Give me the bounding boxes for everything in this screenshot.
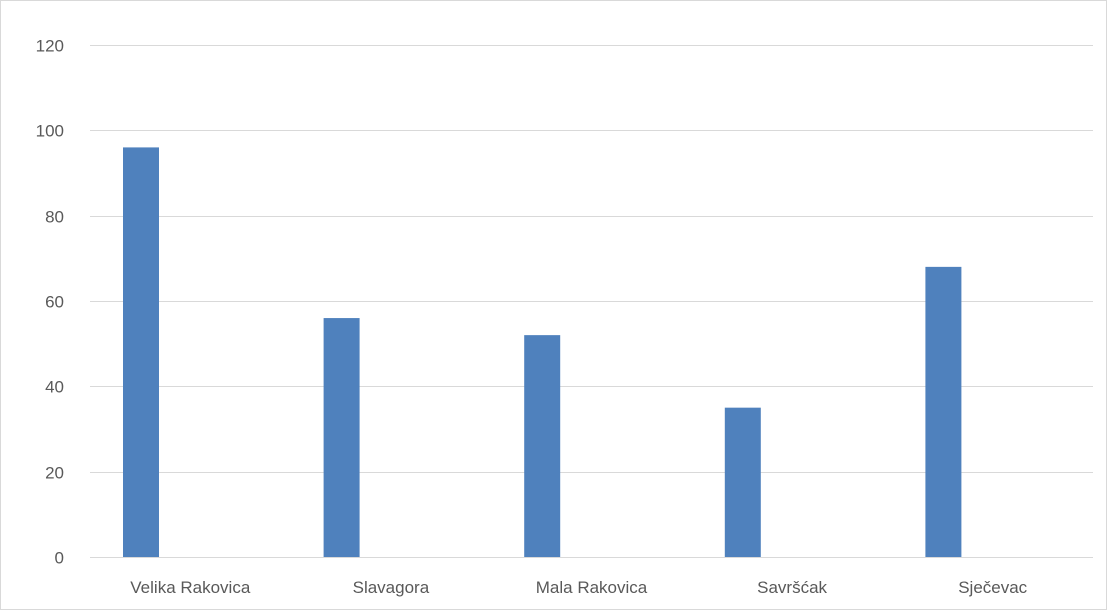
y-tick-label: 20 (45, 464, 64, 483)
y-tick-label: 60 (45, 293, 64, 312)
y-tick-label: 0 (55, 549, 64, 568)
y-tick-label: 120 (36, 37, 64, 56)
x-tick-label: Mala Rakovica (536, 578, 648, 597)
bar (123, 147, 159, 557)
bars (123, 147, 962, 557)
y-tick-label: 100 (36, 122, 64, 141)
y-tick-label: 80 (45, 208, 64, 227)
bar (724, 407, 761, 557)
x-tick-label: Savršćak (757, 578, 827, 597)
x-tick-label: Slavagora (353, 578, 430, 597)
x-tick-label: Sječevac (958, 578, 1027, 597)
x-tick-label: Velika Rakovica (130, 578, 251, 597)
y-tick-label: 40 (45, 378, 64, 397)
bar (925, 266, 962, 557)
y-axis-ticks: 0 20 40 60 80 100 120 (36, 37, 64, 568)
x-axis-ticks: Velika Rakovica Slavagora Mala Rakovica Sav… (130, 578, 1027, 597)
gridlines (90, 45, 1093, 558)
bar (524, 335, 561, 557)
bar (323, 318, 360, 557)
